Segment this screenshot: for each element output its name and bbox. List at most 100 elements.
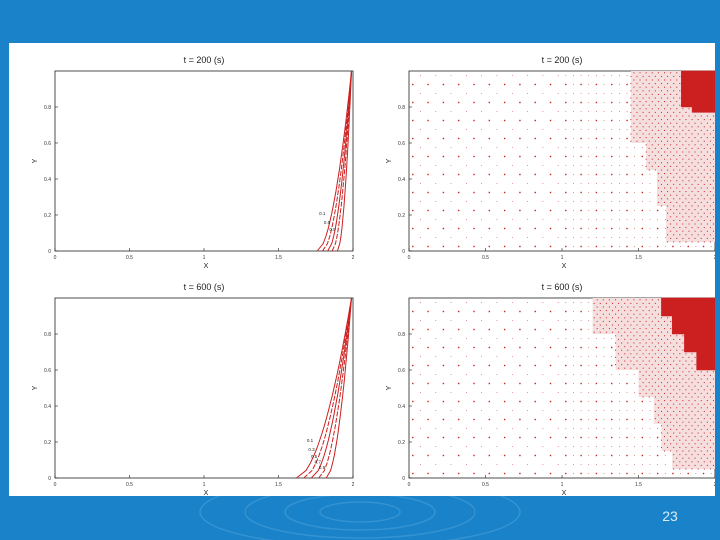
- mesh-marker-refined: [673, 360, 675, 362]
- mesh-marker: [473, 400, 475, 403]
- mesh-marker: [557, 165, 559, 166]
- mesh-marker-refined: [670, 93, 672, 95]
- mesh-marker: [412, 245, 414, 248]
- mesh-marker-refined: [664, 342, 666, 344]
- mesh-marker-refined: [709, 140, 711, 142]
- mesh-marker: [565, 446, 567, 447]
- mesh-marker: [611, 237, 613, 238]
- mesh-marker-refined: [630, 83, 632, 85]
- mesh-marker-refined: [694, 201, 696, 203]
- mesh-marker: [557, 93, 559, 94]
- mesh-marker: [519, 227, 521, 230]
- mesh-marker: [634, 473, 636, 474]
- mesh-marker: [595, 227, 598, 230]
- mesh-marker: [503, 101, 506, 104]
- mesh-marker: [580, 237, 582, 238]
- mesh-marker: [527, 374, 528, 375]
- mesh-marker: [619, 228, 620, 229]
- mesh-marker-refined: [709, 374, 711, 376]
- mesh-marker-refined: [648, 155, 650, 157]
- mesh-marker-refined: [630, 119, 632, 121]
- mesh-marker: [619, 120, 620, 121]
- mesh-marker: [534, 191, 536, 194]
- mesh-marker: [481, 111, 483, 112]
- mesh-marker: [603, 111, 605, 112]
- mesh-marker-refined: [667, 410, 669, 412]
- mesh-marker-refined: [685, 418, 687, 420]
- mesh-marker-refined: [645, 151, 647, 153]
- mesh-marker: [534, 436, 536, 439]
- mesh-marker: [641, 400, 644, 403]
- mesh-marker-refined: [694, 129, 696, 131]
- mesh-marker-refined: [679, 234, 681, 236]
- mesh-marker: [435, 93, 437, 94]
- mesh-marker: [557, 147, 559, 148]
- mesh-marker: [496, 129, 498, 130]
- mesh-marker-refined: [694, 122, 696, 124]
- mesh-marker-refined: [685, 461, 687, 463]
- mesh-marker-refined: [657, 115, 659, 117]
- mesh-marker-refined: [639, 328, 641, 330]
- mesh-marker-refined: [657, 173, 659, 175]
- mesh-marker-refined: [639, 72, 641, 74]
- mesh-marker: [435, 356, 437, 357]
- mesh-marker-refined: [685, 425, 687, 427]
- mesh-marker-refined: [654, 133, 656, 135]
- mesh-marker: [611, 183, 613, 184]
- mesh-marker: [519, 155, 521, 158]
- mesh-marker-refined: [667, 126, 669, 128]
- mesh-marker: [427, 454, 429, 457]
- mesh-marker-refined: [706, 378, 708, 380]
- mesh-marker-refined: [664, 443, 666, 445]
- mesh-marker: [588, 156, 590, 157]
- mesh-marker: [412, 137, 414, 140]
- mesh-marker-refined: [648, 97, 650, 99]
- mesh-marker: [695, 246, 697, 247]
- mesh-marker-refined: [679, 374, 681, 376]
- mesh-marker: [534, 173, 536, 176]
- mesh-marker-refined: [657, 385, 659, 387]
- mesh-marker: [527, 165, 528, 166]
- mesh-marker: [435, 302, 437, 303]
- mesh-marker-refined: [703, 234, 705, 236]
- mesh-marker-refined: [639, 342, 641, 344]
- mesh-marker: [634, 428, 636, 429]
- mesh-marker-refined: [639, 306, 641, 308]
- mesh-marker-refined: [667, 219, 669, 221]
- mesh-marker-refined: [703, 176, 705, 178]
- mesh-marker: [488, 137, 491, 140]
- mesh-marker: [427, 436, 429, 439]
- mesh-marker: [565, 418, 567, 421]
- mesh-marker-refined: [630, 140, 632, 142]
- mesh-marker: [557, 183, 559, 184]
- mesh-marker: [450, 392, 452, 393]
- mesh-marker-refined: [660, 410, 662, 412]
- mesh-marker-refined: [712, 173, 714, 175]
- mesh-marker-refined: [667, 212, 669, 214]
- mesh-marker: [702, 245, 705, 248]
- mesh-marker-refined: [639, 356, 641, 358]
- mesh-marker-refined: [664, 115, 666, 117]
- mesh-marker-refined: [676, 209, 678, 211]
- mesh-marker-refined: [599, 310, 601, 312]
- mesh-marker: [481, 237, 483, 238]
- contour-label: 0.9: [319, 465, 326, 470]
- mesh-marker: [588, 246, 590, 247]
- mesh-marker-refined: [694, 385, 696, 387]
- mesh-marker-refined: [682, 201, 684, 203]
- mesh-marker-refined: [673, 346, 675, 348]
- mesh-marker-refined: [685, 169, 687, 171]
- mesh-marker: [466, 93, 467, 94]
- mesh-marker-refined: [700, 414, 702, 416]
- mesh-marker-refined: [697, 389, 699, 391]
- mesh-marker-refined: [654, 119, 656, 121]
- mesh-marker: [466, 464, 467, 465]
- mesh-marker-refined: [648, 396, 650, 398]
- mesh-marker: [481, 356, 483, 357]
- mesh-marker-refined: [660, 126, 662, 128]
- mesh-marker-refined: [679, 104, 681, 106]
- mesh-marker: [634, 165, 636, 166]
- mesh-marker: [664, 455, 666, 456]
- mesh-marker-refined: [673, 454, 675, 456]
- mesh-marker-refined: [639, 299, 641, 301]
